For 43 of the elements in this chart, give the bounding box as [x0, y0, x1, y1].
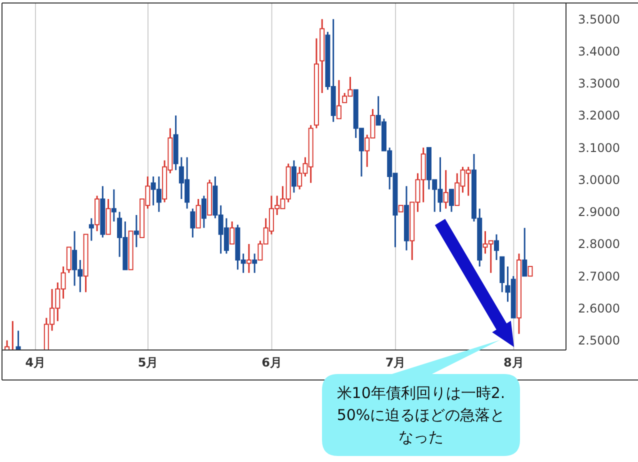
candlestick — [230, 220, 235, 244]
y-tick-label: 2.6000 — [578, 301, 620, 316]
candlestick — [314, 38, 319, 130]
y-tick-label: 3.1000 — [578, 140, 620, 155]
candlestick — [190, 208, 196, 238]
y-tick-label: 2.5000 — [578, 334, 620, 348]
candlestick — [207, 178, 212, 216]
candlestick — [320, 18, 325, 94]
y-tick-label: 3.3000 — [578, 76, 620, 91]
candlestick — [443, 169, 448, 210]
candlestick — [201, 195, 206, 229]
y-tick-label: 3.0000 — [578, 172, 620, 187]
candlestick — [522, 227, 528, 277]
y-tick-label: 2.8000 — [578, 237, 620, 252]
y-tick-label: 3.4000 — [578, 44, 620, 58]
candlestick — [134, 214, 139, 248]
candlestick — [448, 188, 454, 213]
candlestick — [494, 234, 499, 261]
x-tick-label: 5月 — [138, 356, 158, 370]
candlestick — [106, 198, 111, 235]
candlestick — [83, 234, 88, 293]
candlestick — [291, 160, 296, 194]
x-tick-label: 7月 — [385, 356, 406, 370]
text: 米10年債利回りは一時2.50%に迫るほどの急落となった — [336, 383, 506, 448]
x-tick-label: 4月 — [25, 356, 46, 370]
candlestick — [196, 198, 201, 228]
candlestick — [336, 79, 342, 120]
candlestick — [94, 195, 100, 232]
candlestick — [516, 252, 522, 335]
candlestick — [246, 243, 252, 274]
candlestick — [404, 185, 409, 252]
y-tick-label: 3.2000 — [578, 108, 620, 123]
y-tick-label: 2.7000 — [578, 269, 620, 284]
candlestick — [111, 188, 116, 222]
candlestick — [88, 218, 94, 242]
y-tick-label: 3.5000 — [578, 12, 620, 26]
candlestick — [66, 246, 72, 274]
x-tick-label: 6月 — [262, 356, 282, 370]
x-tick-label: 8月 — [504, 356, 524, 370]
candlestick — [252, 252, 258, 274]
candlestick — [173, 114, 178, 171]
y-tick-label: 2.9000 — [578, 205, 620, 220]
candlestick — [100, 185, 106, 238]
